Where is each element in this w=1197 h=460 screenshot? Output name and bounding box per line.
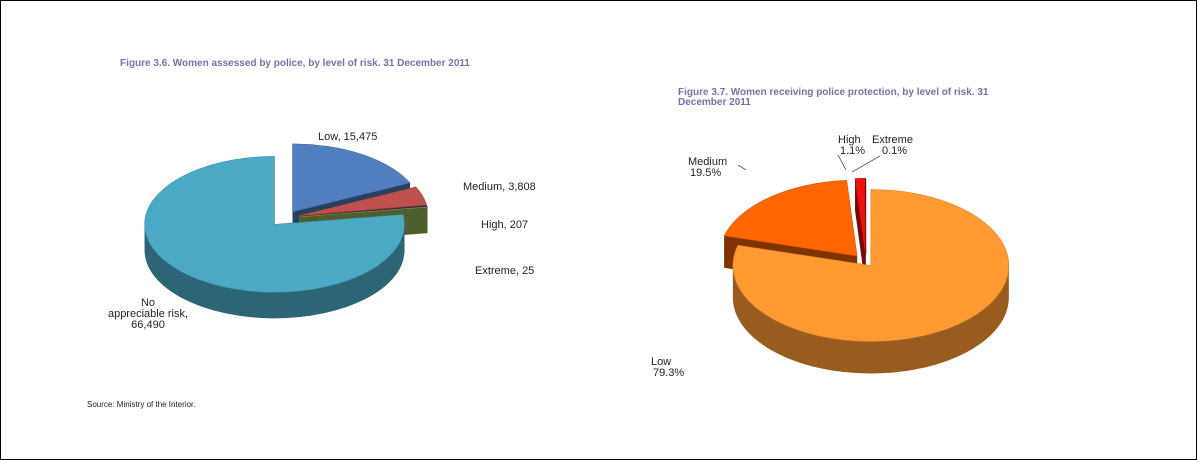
slice bbox=[864, 178, 867, 255]
category-label: Medium bbox=[688, 156, 727, 168]
data-label: 1.1% bbox=[840, 145, 865, 157]
data-label: 79.3% bbox=[653, 367, 684, 379]
leader-line bbox=[737, 164, 747, 171]
leader-line bbox=[851, 155, 881, 173]
pie bbox=[723, 178, 1010, 374]
chart-title: Figure 3.6. Women assessed by police, by… bbox=[120, 58, 470, 69]
pie bbox=[144, 143, 428, 319]
category-label: Low bbox=[651, 356, 671, 368]
data-label: 19.5% bbox=[690, 167, 721, 179]
slice bbox=[144, 156, 405, 293]
slice bbox=[292, 143, 411, 213]
slice bbox=[732, 189, 1010, 342]
slice bbox=[723, 180, 858, 257]
slice-side bbox=[732, 265, 1009, 374]
slice-cut bbox=[855, 178, 866, 287]
data-label: 0.1% bbox=[882, 145, 907, 157]
leader-line bbox=[837, 154, 847, 171]
category-label: High bbox=[838, 134, 861, 146]
data-label: High, 207 bbox=[481, 219, 528, 231]
category-label: Extreme bbox=[872, 134, 913, 146]
slice bbox=[298, 186, 427, 217]
chart-title: Figure 3.7. Women receiving police prote… bbox=[678, 87, 989, 108]
data-label: Extreme, 25 bbox=[475, 265, 534, 277]
slice bbox=[854, 178, 866, 255]
data-label: No appreciable risk, 66,490 bbox=[108, 297, 188, 331]
slice bbox=[298, 206, 428, 218]
slice-side bbox=[144, 224, 405, 319]
source: Source: Ministry of the Interior. bbox=[87, 400, 196, 409]
data-label: Medium, 3,808 bbox=[463, 181, 536, 193]
data-label: Low, 15,475 bbox=[318, 131, 377, 143]
